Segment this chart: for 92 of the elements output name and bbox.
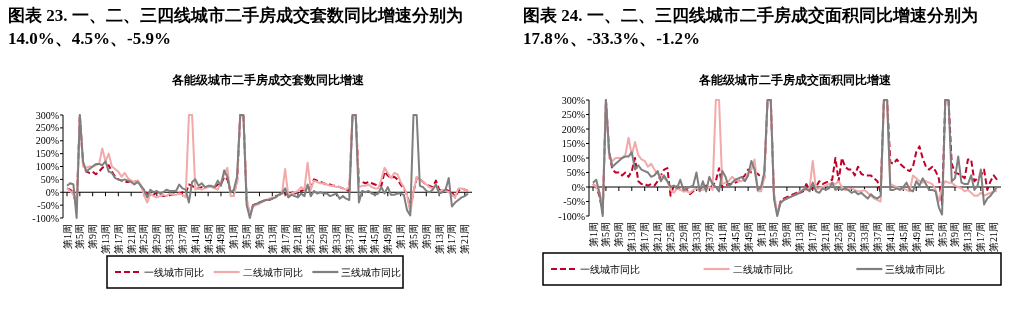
x-tick-label: 第25周 — [665, 222, 677, 252]
x-tick-label: 第45周 — [202, 224, 214, 254]
y-tick-label: 300% — [561, 94, 585, 106]
x-tick-label: 第9周 — [253, 224, 265, 249]
x-tick-label: 第5周 — [241, 224, 253, 249]
x-tick-label: 第29周 — [151, 224, 163, 254]
legend-label: 三线城市同比 — [885, 263, 946, 275]
x-tick-label: 第49周 — [215, 224, 227, 254]
x-tick-label: 第17周 — [446, 224, 458, 254]
chart-subtitle: 各能级城市二手房成交套数同比增速 — [170, 73, 365, 87]
x-tick-label: 第5周 — [74, 224, 86, 249]
x-tick-label: 第17周 — [975, 222, 987, 252]
y-tick-label: -100% — [558, 210, 585, 222]
x-tick-label: 第29周 — [846, 222, 858, 252]
legend-label: 二线城市同比 — [242, 266, 303, 278]
x-tick-label: 第25周 — [305, 224, 317, 254]
legend-label: 一线城市同比 — [144, 266, 204, 278]
x-tick-label: 第13周 — [794, 222, 806, 252]
x-tick-label: 第13周 — [626, 222, 638, 252]
y-tick-label: 100% — [561, 152, 585, 164]
x-tick-label: 第21周 — [125, 224, 137, 254]
x-tick-label: 第1周 — [755, 222, 767, 247]
x-tick-label: 第13周 — [266, 224, 278, 254]
x-tick-label: 第41周 — [716, 222, 728, 252]
x-tick-label: 第1周 — [228, 224, 240, 249]
y-tick-label: -50% — [37, 199, 59, 211]
x-tick-label: 第17周 — [279, 224, 291, 254]
x-tick-label: 第21周 — [652, 222, 664, 252]
x-tick-label: 第17周 — [112, 224, 124, 254]
y-tick-label: 150% — [561, 138, 585, 149]
y-tick-label: 0% — [45, 186, 59, 198]
legend-label: 二线城市同比 — [732, 263, 793, 275]
x-tick-label: 第45周 — [897, 222, 909, 252]
y-tick-label: 300% — [35, 109, 59, 121]
x-tick-label: 第41周 — [356, 224, 368, 254]
x-tick-label: 第41周 — [884, 222, 896, 252]
x-tick-label: 第45周 — [369, 224, 381, 254]
x-tick-label: 第33周 — [690, 222, 702, 252]
x-tick-label: 第1周 — [395, 224, 407, 249]
x-tick-label: 第33周 — [164, 224, 176, 254]
chart-title: 图表 24. 一、二、三四线城市二手房成交面积同比增速分别为 17.8%、-33.3%、-1.2% — [523, 5, 979, 50]
y-tick-label: -50% — [563, 196, 585, 207]
x-tick-label: 第21周 — [988, 222, 1000, 252]
x-tick-label: 第9周 — [781, 222, 793, 247]
x-tick-label: 第37周 — [703, 222, 715, 252]
x-tick-label: 第1周 — [923, 222, 935, 247]
x-tick-label: 第9周 — [949, 222, 961, 247]
x-tick-label: 第29周 — [318, 224, 330, 254]
x-tick-label: 第9周 — [87, 224, 99, 249]
y-tick-label: 0% — [571, 181, 585, 193]
x-tick-label: 第5周 — [936, 222, 948, 247]
x-tick-label: 第13周 — [100, 224, 111, 254]
x-tick-label: 第17周 — [639, 222, 651, 252]
x-tick-label: 第21周 — [820, 222, 832, 252]
x-tick-label: 第1周 — [587, 222, 599, 247]
x-tick-label: 第13周 — [962, 222, 974, 252]
x-tick-label: 第33周 — [330, 224, 342, 254]
y-tick-label: 250% — [35, 122, 59, 134]
x-tick-label: 第5周 — [407, 224, 419, 249]
x-tick-label: 第49周 — [742, 222, 754, 252]
x-tick-label: 第37周 — [343, 224, 355, 254]
x-tick-label: 第13周 — [433, 224, 445, 254]
x-tick-label: 第25周 — [833, 222, 845, 252]
x-tick-label: 第45周 — [729, 222, 741, 252]
legend-label: 三线城市同比 — [341, 266, 402, 278]
x-tick-label: 第21周 — [459, 224, 471, 254]
x-tick-label: 第49周 — [910, 222, 922, 252]
y-tick-label: 50% — [566, 167, 585, 178]
x-tick-label: 第29周 — [678, 222, 689, 252]
x-tick-label: 第9周 — [420, 224, 432, 249]
x-tick-label: 第5周 — [768, 222, 780, 247]
y-tick-label: 50% — [40, 173, 59, 185]
x-tick-label: 第37周 — [176, 224, 188, 254]
x-tick-label: 第17周 — [807, 222, 819, 252]
chart-title: 图表 23. 一、二、三四线城市二手房成交套数同比增速分别为 14.0%、4.5%、-5.9% — [8, 5, 464, 50]
y-tick-label: 150% — [35, 148, 59, 160]
y-tick-label: 200% — [561, 123, 585, 135]
legend-label: 一线城市同比 — [580, 263, 640, 275]
y-tick-label: 250% — [561, 109, 585, 120]
x-tick-label: 第21周 — [292, 224, 304, 254]
y-tick-label: -100% — [32, 212, 59, 224]
chart-subtitle: 各能级城市二手房成交面积同比增速 — [698, 73, 892, 87]
x-tick-label: 第33周 — [858, 222, 870, 252]
y-tick-label: 100% — [35, 161, 59, 172]
x-tick-label: 第9周 — [613, 222, 625, 247]
y-tick-label: 200% — [35, 135, 59, 147]
x-tick-label: 第1周 — [61, 224, 73, 249]
x-tick-label: 第37周 — [871, 222, 883, 252]
x-tick-label: 第49周 — [382, 224, 394, 254]
x-tick-label: 第41周 — [189, 224, 201, 254]
x-tick-label: 第25周 — [138, 224, 150, 254]
x-tick-label: 第5周 — [600, 222, 612, 247]
